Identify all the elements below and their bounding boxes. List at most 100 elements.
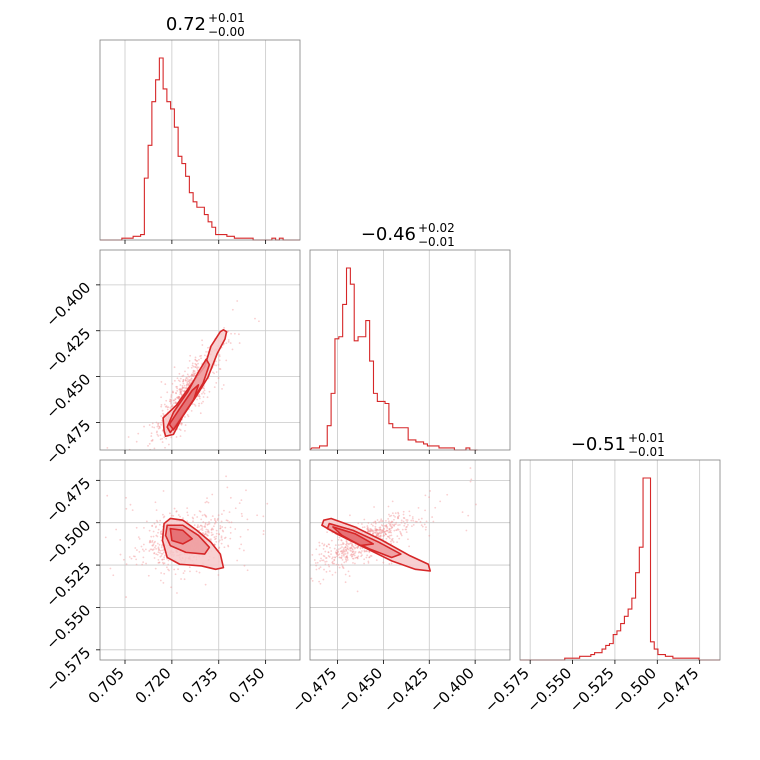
sample-point bbox=[152, 530, 155, 533]
sample-point bbox=[303, 595, 305, 597]
sample-point bbox=[376, 534, 379, 537]
sample-point bbox=[170, 394, 173, 396]
x-tick-label: −0.475 bbox=[288, 664, 340, 716]
sample-point bbox=[379, 528, 382, 531]
sample-point bbox=[182, 374, 185, 377]
sample-point bbox=[375, 559, 378, 562]
sample-point bbox=[196, 360, 199, 362]
sample-point bbox=[163, 562, 166, 565]
sample-point bbox=[424, 509, 426, 512]
histogram-step-line bbox=[309, 267, 478, 451]
sample-point bbox=[163, 515, 166, 518]
sample-point bbox=[175, 396, 178, 399]
sample-point bbox=[378, 531, 381, 534]
sample-point bbox=[348, 542, 350, 545]
sample-point bbox=[340, 539, 343, 542]
sample-point bbox=[396, 516, 399, 519]
sample-point bbox=[335, 563, 338, 566]
sample-point bbox=[155, 519, 158, 522]
sample-point bbox=[242, 549, 245, 552]
sample-point bbox=[180, 388, 182, 391]
sample-point bbox=[180, 392, 182, 395]
sample-point bbox=[381, 531, 383, 534]
sample-point bbox=[212, 525, 215, 528]
sample-point bbox=[181, 387, 184, 390]
diag-2-frame bbox=[519, 459, 721, 661]
sample-point bbox=[198, 395, 201, 398]
sample-point bbox=[326, 531, 329, 534]
sample-point bbox=[372, 531, 375, 533]
sample-point bbox=[391, 539, 394, 542]
sample-point bbox=[204, 501, 207, 504]
sample-point bbox=[371, 530, 374, 533]
sample-point bbox=[375, 529, 378, 532]
sample-point bbox=[160, 530, 163, 533]
sample-point bbox=[177, 396, 180, 398]
sample-point bbox=[155, 421, 158, 424]
sample-point bbox=[288, 575, 290, 577]
panel-title-lower-error: −0.01 bbox=[628, 445, 665, 459]
sample-point bbox=[215, 532, 218, 535]
sample-point bbox=[151, 439, 154, 442]
sample-point bbox=[370, 528, 373, 531]
sample-point bbox=[160, 554, 163, 557]
panel-title-lower-error: −0.01 bbox=[418, 235, 455, 249]
sample-point bbox=[150, 439, 153, 442]
sample-point bbox=[182, 382, 185, 385]
sample-point bbox=[133, 476, 135, 478]
sample-point bbox=[177, 379, 180, 382]
sample-point bbox=[380, 530, 382, 533]
sample-point bbox=[321, 542, 324, 545]
sample-point bbox=[367, 530, 370, 532]
sample-point bbox=[160, 405, 163, 408]
sample-point bbox=[206, 534, 209, 537]
sample-point bbox=[342, 551, 345, 554]
sample-point bbox=[384, 530, 386, 533]
sample-point bbox=[371, 532, 374, 535]
sample-point bbox=[348, 547, 351, 549]
sample-point bbox=[341, 550, 344, 553]
sample-point bbox=[184, 370, 186, 373]
sample-point bbox=[357, 545, 360, 548]
sample-point bbox=[425, 520, 428, 523]
sample-point bbox=[403, 517, 406, 520]
sample-point bbox=[379, 532, 382, 534]
sample-point bbox=[215, 535, 218, 538]
sample-point bbox=[332, 556, 334, 559]
sample-point bbox=[424, 494, 427, 497]
sample-point bbox=[157, 549, 160, 552]
sample-point bbox=[352, 553, 355, 555]
sample-point bbox=[179, 391, 182, 393]
sample-point bbox=[162, 562, 165, 565]
sample-point bbox=[411, 525, 413, 528]
sample-point bbox=[156, 433, 159, 436]
sample-point bbox=[175, 385, 178, 388]
sample-point bbox=[342, 543, 345, 545]
sample-point bbox=[155, 431, 158, 434]
sample-point bbox=[196, 526, 199, 528]
sample-point bbox=[374, 527, 377, 530]
sample-point bbox=[256, 514, 259, 517]
sample-point bbox=[404, 528, 407, 531]
sample-point bbox=[377, 532, 380, 535]
sample-point bbox=[385, 533, 388, 536]
sample-point bbox=[130, 557, 133, 560]
sample-point bbox=[175, 436, 178, 438]
sample-point bbox=[340, 539, 343, 541]
sample-point bbox=[193, 374, 196, 377]
sample-point bbox=[346, 544, 348, 547]
sample-point bbox=[217, 517, 219, 520]
sample-point bbox=[186, 511, 189, 514]
sample-point bbox=[351, 543, 354, 546]
sample-point bbox=[184, 429, 186, 432]
sample-point bbox=[328, 565, 331, 568]
sample-point bbox=[170, 405, 173, 408]
sample-point bbox=[142, 561, 145, 564]
sample-point bbox=[311, 580, 314, 582]
sample-point bbox=[324, 560, 327, 563]
sample-point bbox=[176, 396, 179, 399]
sample-point bbox=[389, 534, 391, 537]
sample-point bbox=[195, 360, 198, 362]
sample-point bbox=[177, 568, 179, 571]
sample-point bbox=[214, 520, 217, 523]
